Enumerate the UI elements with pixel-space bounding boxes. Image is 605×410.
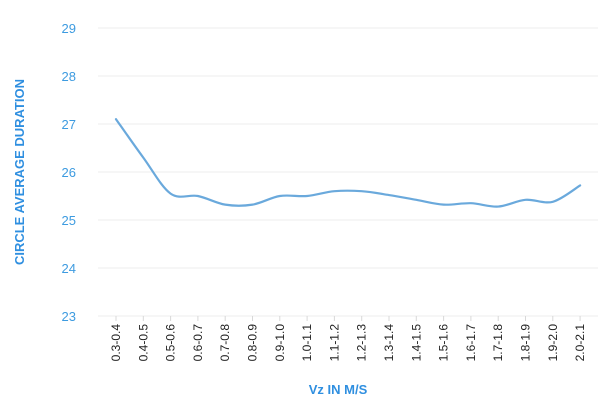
x-tick-label: 0.4-0.5 [136, 324, 150, 362]
x-tick-label: 1.4-1.5 [409, 324, 423, 362]
x-tick-label: 1.2-1.3 [355, 324, 369, 362]
y-tick-label: 27 [62, 117, 76, 132]
series-layer [114, 118, 582, 208]
x-axis-title: Vz IN M/S [309, 382, 368, 397]
y-tick-label: 28 [62, 69, 76, 84]
x-tick-label: 1.9-2.0 [546, 324, 560, 362]
x-tick-label: 0.6-0.7 [191, 324, 205, 362]
y-tick-label: 24 [62, 261, 76, 276]
x-tick-label: 1.8-1.9 [519, 324, 533, 362]
y-tick-label: 23 [62, 309, 76, 324]
x-tick-label: 1.3-1.4 [382, 324, 396, 362]
x-axis-ticks: 0.3-0.4 0.4-0.5 0.5-0.6 0.6-0.7 0.7-0.8 0.8-0… [109, 316, 587, 361]
x-tick-label: 0.3-0.4 [109, 324, 123, 362]
y-axis-title: CIRCLE AVERAGE DURATION [12, 79, 27, 265]
x-tick-label: 0.9-1.0 [273, 324, 287, 362]
x-tick-label: 1.7-1.8 [491, 324, 505, 362]
y-tick-label: 26 [62, 165, 76, 180]
x-tick-label: 1.0-1.1 [300, 324, 314, 362]
x-tick-label: 1.6-1.7 [464, 324, 478, 362]
grid-lines [98, 27, 598, 317]
x-tick-label: 2.0-2.1 [573, 324, 587, 362]
x-tick-label: 0.8-0.9 [246, 324, 260, 362]
x-tick-label: 0.7-0.8 [218, 324, 232, 362]
series-line [114, 118, 582, 208]
y-tick-label: 29 [62, 21, 76, 36]
y-axis-ticks: 23 24 25 26 27 28 29 [62, 21, 76, 324]
x-tick-label: 1.1-1.2 [327, 324, 341, 362]
y-tick-label: 25 [62, 213, 76, 228]
x-tick-label: 1.5-1.6 [437, 324, 451, 362]
x-tick-label: 0.5-0.6 [164, 324, 178, 362]
